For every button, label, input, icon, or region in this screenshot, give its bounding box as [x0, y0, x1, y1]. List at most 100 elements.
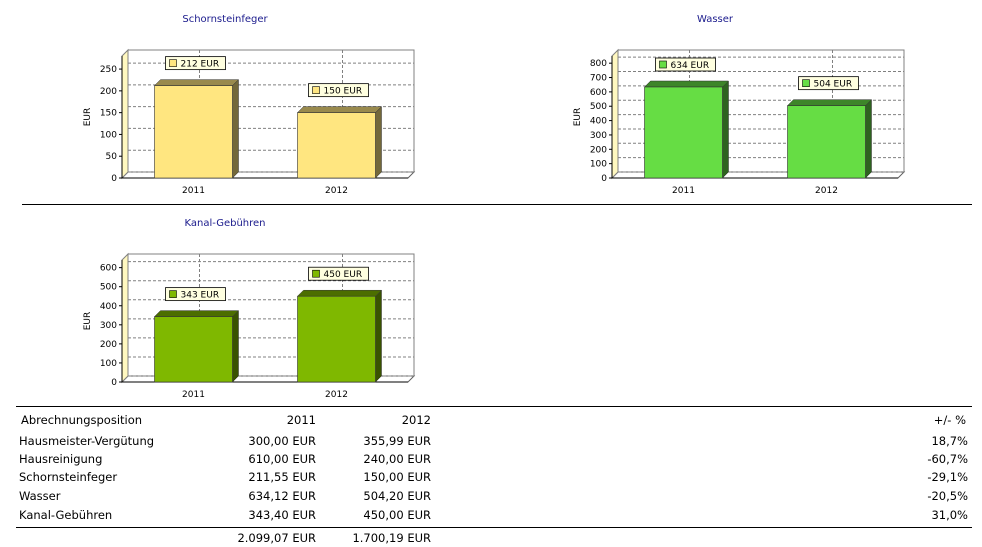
- x-tick-label: 2012: [325, 186, 348, 196]
- data-label-box: [655, 57, 716, 72]
- y-tick-label: 100: [100, 359, 117, 369]
- data-label-swatch: [169, 59, 177, 67]
- header-change: +/- %: [933, 413, 966, 427]
- chart-wasser: Wasser 0 100 200 300 400 500 600 700 800 EUR 2011 63…: [560, 8, 910, 200]
- chart-title: Kanal-Gebühren: [184, 218, 265, 229]
- row-value-2011: 211,55 EUR: [248, 470, 316, 484]
- row-value-2011: 610,00 EUR: [248, 452, 316, 466]
- bar-2012: [296, 106, 383, 179]
- data-label: 150 EUR: [308, 83, 369, 98]
- y-tick-label: 200: [100, 340, 117, 350]
- row-position: Schornsteinfeger: [19, 470, 118, 484]
- chart-schornsteinfeger-svg: Schornsteinfeger 0 50 100 150 200 250 EUR 2011 21…: [83, 14, 416, 196]
- y-tick-label: 150: [100, 109, 117, 119]
- bar-front: [297, 295, 376, 383]
- y-tick-label: 800: [590, 59, 607, 69]
- y-axis-label: EUR: [83, 108, 93, 127]
- row-change: -20,5%: [927, 489, 968, 503]
- data-label-box: [308, 266, 369, 281]
- row-position: Wasser: [19, 489, 61, 503]
- chart-wasser-svg: Wasser 0 100 200 300 400 500 600 700 800 EUR 2011 63…: [573, 14, 906, 196]
- y-tick-label: 50: [106, 152, 118, 162]
- y-tick-label: 100: [100, 130, 117, 140]
- data-label-text: 150 EUR: [324, 87, 363, 97]
- data-label-swatch: [312, 86, 320, 94]
- bar-2011: [153, 310, 240, 383]
- header-position: Abrechnungsposition: [21, 413, 143, 427]
- x-tick-label: 2012: [325, 390, 348, 400]
- x-tick-label: 2011: [672, 186, 695, 196]
- data-label-text: 634 EUR: [671, 61, 710, 71]
- row-value-2012: 240,00 EUR: [363, 452, 431, 466]
- divider-totals: [16, 527, 972, 528]
- data-label-box: [165, 56, 226, 71]
- row-position: Hausreinigung: [19, 452, 103, 466]
- row-change: 18,7%: [931, 434, 968, 448]
- chart-kanal: Kanal-Gebühren 0 100 200 300 400 500 600 EUR 2011…: [70, 212, 420, 404]
- data-label-swatch: [169, 290, 177, 298]
- y-tick-label: 0: [601, 174, 607, 184]
- row-value-2011: 343,40 EUR: [248, 508, 316, 522]
- row-change: 31,0%: [931, 508, 968, 522]
- header-2011: 2011: [286, 413, 316, 427]
- data-label-text: 450 EUR: [324, 270, 363, 280]
- chart-title: Schornsteinfeger: [182, 14, 268, 25]
- y-tick-label: 250: [100, 65, 117, 75]
- row-value-2011: 634,12 EUR: [248, 489, 316, 503]
- row-value-2012: 504,20 EUR: [363, 489, 431, 503]
- y-tick-label: 200: [100, 87, 117, 97]
- bar-2012: [296, 289, 383, 383]
- row-position: Kanal-Gebühren: [19, 508, 113, 522]
- chart-title: Wasser: [697, 14, 734, 25]
- data-label-swatch: [802, 79, 810, 87]
- y-tick-label: 200: [590, 145, 607, 155]
- bar-front: [154, 316, 233, 383]
- bar-front: [154, 85, 233, 179]
- data-label: 504 EUR: [798, 76, 859, 91]
- data-label-text: 212 EUR: [181, 60, 220, 70]
- data-label-text: 504 EUR: [814, 80, 853, 90]
- chart-kanal-svg: Kanal-Gebühren 0 100 200 300 400 500 600 EUR 2011…: [83, 218, 416, 400]
- row-value-2011: 300,00 EUR: [248, 434, 316, 448]
- y-tick-label: 400: [100, 302, 117, 312]
- row-position: Hausmeister-Vergütung: [19, 434, 155, 448]
- data-label: 634 EUR: [655, 57, 716, 72]
- data-label-box: [798, 76, 859, 91]
- x-tick-label: 2012: [815, 186, 838, 196]
- y-tick-label: 600: [590, 88, 607, 98]
- data-label: 450 EUR: [308, 266, 369, 281]
- divider-upper: [22, 204, 972, 205]
- divider-table-top: [16, 406, 972, 407]
- row-change: -60,7%: [927, 452, 968, 466]
- data-label-box: [308, 83, 369, 98]
- x-tick-label: 2011: [182, 186, 205, 196]
- y-tick-label: 500: [590, 102, 607, 112]
- data-label-text: 343 EUR: [181, 291, 220, 301]
- data-label-swatch: [312, 269, 320, 278]
- y-tick-label: 0: [111, 378, 117, 388]
- x-tick-label: 2011: [182, 390, 205, 400]
- data-label-swatch: [659, 60, 667, 69]
- data-label-box: [165, 287, 226, 302]
- row-value-2012: 355,99 EUR: [363, 434, 431, 448]
- bar-front: [787, 105, 866, 179]
- row-change: -29,1%: [927, 470, 968, 484]
- y-tick-label: 300: [100, 321, 117, 331]
- total-2012: 1.700,19 EUR: [352, 531, 431, 545]
- y-axis-label: EUR: [83, 312, 93, 331]
- y-tick-label: 400: [590, 117, 607, 127]
- bar-2012: [786, 99, 873, 179]
- y-tick-label: 0: [111, 174, 117, 184]
- y-tick-label: 100: [590, 160, 607, 170]
- header-2012: 2012: [401, 413, 431, 427]
- y-tick-label: 300: [590, 131, 607, 141]
- data-label: 212 EUR: [165, 56, 226, 71]
- y-tick-label: 500: [100, 283, 117, 293]
- bar-front: [644, 86, 723, 179]
- y-axis-label: EUR: [573, 108, 583, 127]
- total-2011: 2.099,07 EUR: [237, 531, 316, 545]
- bar-2011: [643, 80, 730, 179]
- chart-schornsteinfeger: Schornsteinfeger 0 50 100 150 200 250 EUR 2011 21…: [70, 8, 420, 200]
- row-value-2012: 150,00 EUR: [363, 470, 431, 484]
